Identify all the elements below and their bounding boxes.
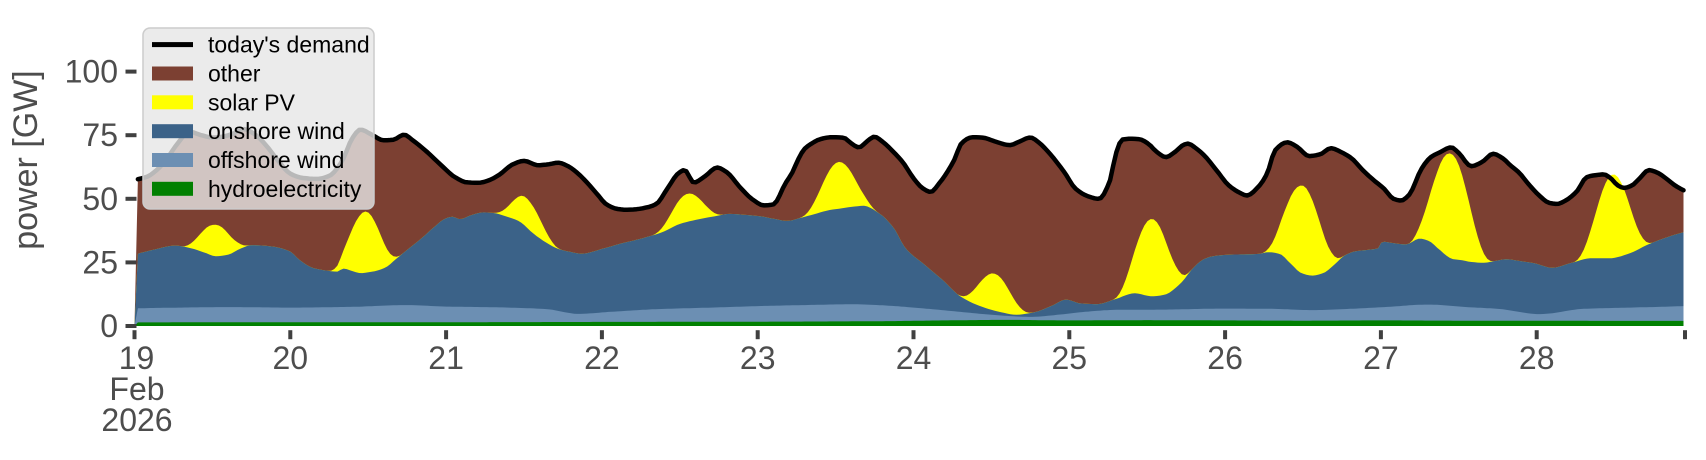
svg-text:2026: 2026 [101,402,172,438]
svg-text:100: 100 [65,54,118,90]
svg-text:Feb: Feb [109,371,164,407]
svg-text:27: 27 [1363,340,1399,376]
svg-text:hydroelectricity: hydroelectricity [208,176,362,202]
svg-text:solar PV: solar PV [208,89,296,115]
svg-text:26: 26 [1207,340,1243,376]
svg-text:50: 50 [82,181,118,217]
svg-text:19: 19 [119,340,155,376]
svg-text:today's demand: today's demand [208,32,370,58]
svg-text:other: other [208,61,261,87]
svg-text:28: 28 [1519,340,1555,376]
svg-text:21: 21 [428,340,464,376]
svg-text:onshore wind: onshore wind [208,118,345,144]
svg-text:20: 20 [273,340,309,376]
svg-text:power [GW]: power [GW] [7,70,45,249]
svg-text:75: 75 [82,117,118,153]
svg-text:23: 23 [740,340,776,376]
svg-text:25: 25 [82,244,118,280]
svg-text:24: 24 [896,340,932,376]
svg-text:22: 22 [584,340,620,376]
svg-text:25: 25 [1052,340,1088,376]
svg-text:offshore wind: offshore wind [208,147,344,173]
svg-text:0: 0 [100,308,118,344]
